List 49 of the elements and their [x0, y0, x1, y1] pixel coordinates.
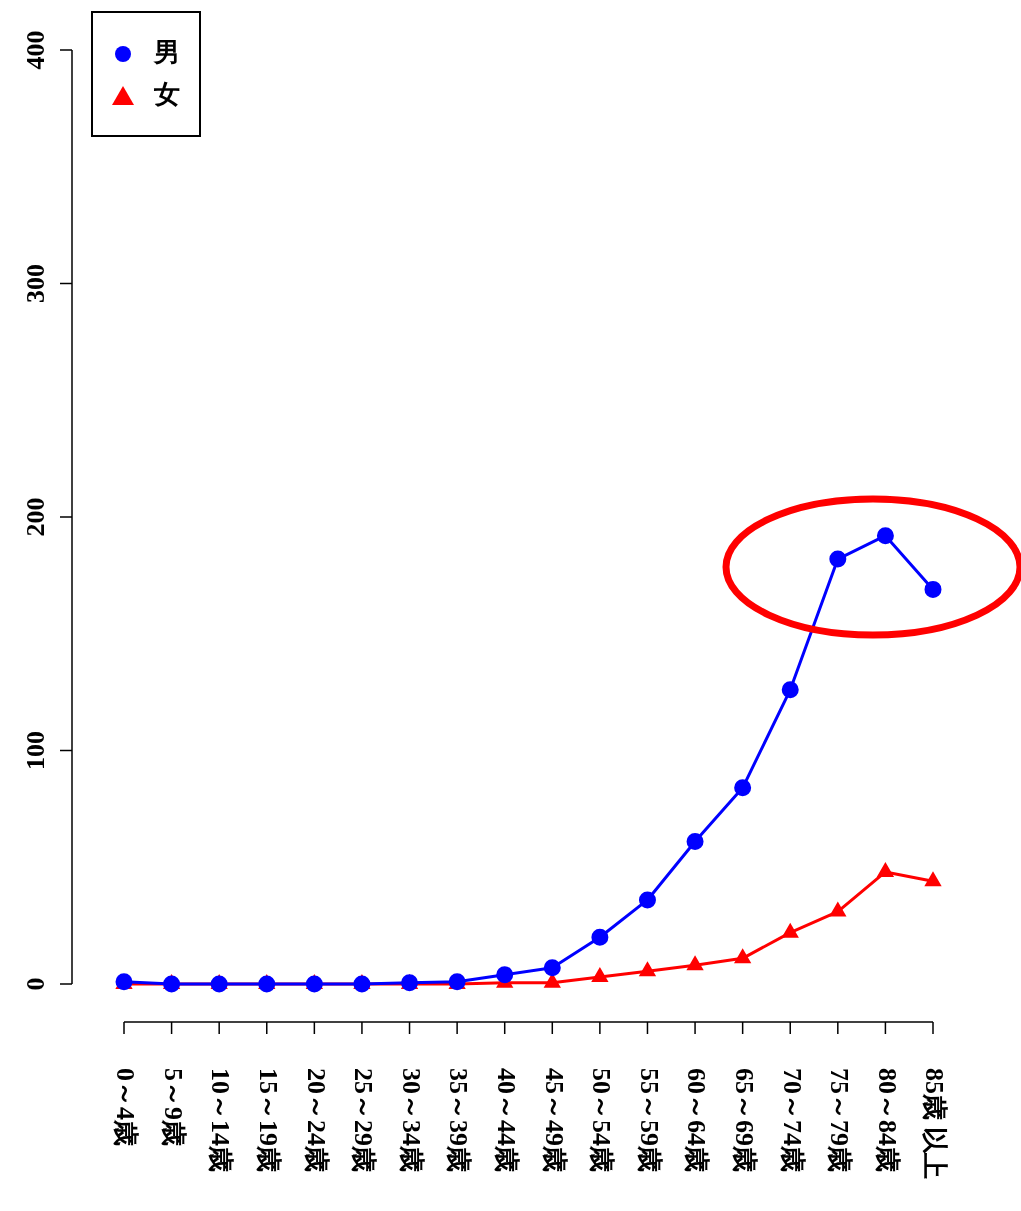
y-tick-label: 100: [21, 731, 50, 770]
point: [639, 962, 656, 977]
point: [782, 924, 798, 938]
point: [543, 959, 561, 977]
point: [258, 975, 276, 993]
point: [734, 779, 752, 797]
x-tick-label: 35～39歳: [444, 1068, 474, 1172]
legend-label: 女: [153, 79, 180, 109]
point: [163, 975, 181, 993]
x-tick-label: 20～24歳: [301, 1068, 331, 1172]
point: [210, 975, 228, 993]
x-tick-label: 70～74歳: [777, 1068, 807, 1172]
x-tick-label: 50～54歳: [587, 1068, 617, 1172]
y-tick-label: 400: [21, 30, 50, 70]
x-tick-label: 0～4歳: [111, 1068, 141, 1146]
x-tick-label: 75～79歳: [825, 1068, 855, 1172]
point: [638, 891, 656, 909]
x-tick-label: 55～59歳: [634, 1068, 664, 1172]
point: [877, 863, 893, 877]
point: [735, 949, 751, 964]
y-tick-label: 200: [21, 497, 50, 537]
point: [876, 527, 894, 545]
legend-label: 男: [153, 37, 180, 67]
point: [496, 966, 514, 984]
x-tick-label: 15～19歳: [254, 1068, 284, 1172]
point: [686, 833, 704, 851]
point: [829, 550, 847, 568]
y-tick-label: 0: [21, 977, 50, 991]
x-tick-label: 5～9歳: [158, 1068, 188, 1146]
x-tick-label: 25～29歳: [349, 1068, 379, 1172]
x-tick-label: 80～84歳: [872, 1068, 902, 1172]
x-tick-label: 30～34歳: [396, 1068, 426, 1172]
point: [781, 681, 799, 699]
y-tick-label: 300: [21, 264, 50, 303]
point: [925, 872, 941, 887]
x-tick-label: 65～69歳: [729, 1068, 759, 1172]
point: [544, 974, 560, 988]
x-tick-label: 40～44歳: [491, 1068, 521, 1172]
point: [353, 975, 371, 993]
point: [305, 975, 323, 993]
point: [924, 580, 942, 598]
x-tick-label: 60～64歳: [682, 1068, 712, 1172]
point: [591, 928, 609, 946]
point: [830, 903, 846, 917]
point: [592, 968, 608, 982]
x-tick-label: 45～49歳: [539, 1068, 569, 1172]
x-tick-label: 85歳 以上: [920, 1068, 950, 1179]
point: [687, 956, 703, 971]
x-tick-label: 10～14歳: [206, 1068, 236, 1172]
